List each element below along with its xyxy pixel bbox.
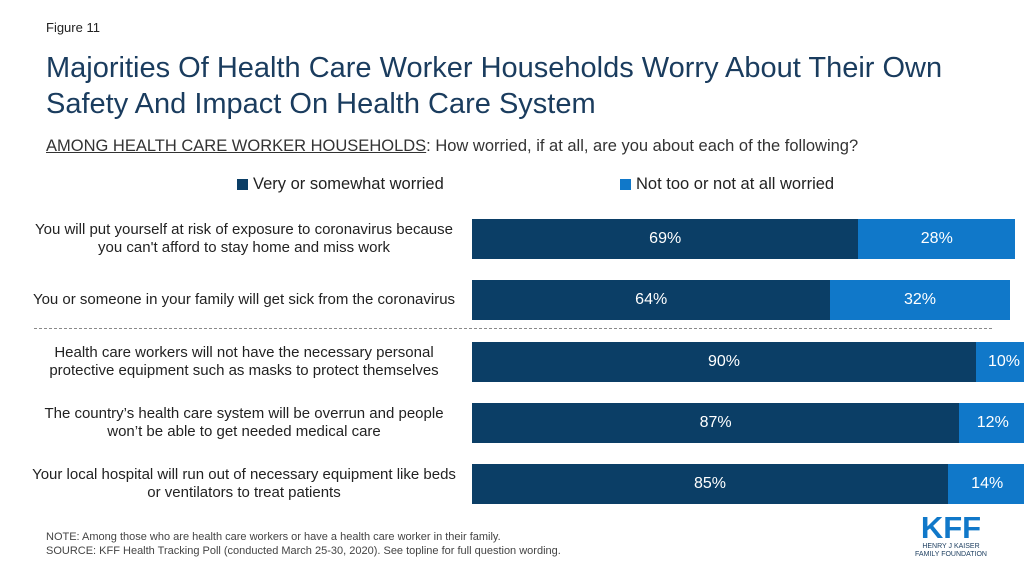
category-label: Your local hospital will run out of nece… <box>32 465 456 502</box>
legend-label-very-worried: Very or somewhat worried <box>253 175 444 193</box>
section-divider <box>34 328 992 329</box>
note-text: NOTE: Among those who are health care wo… <box>46 531 501 543</box>
data-label: 10% <box>987 353 1021 370</box>
legend-swatch-not-worried <box>620 179 631 190</box>
bar-very-worried: 69% <box>472 219 859 259</box>
bar-very-worried: 87% <box>472 403 960 443</box>
legend-label-not-worried: Not too or not at all worried <box>636 175 835 193</box>
bar-very-worried: 90% <box>472 342 976 382</box>
chart-footnote: NOTE: Among those who are health care wo… <box>46 530 561 558</box>
logo-wordmark: KFF <box>921 510 981 545</box>
legend-swatch-very-worried <box>237 179 248 190</box>
bar-not-worried: 32% <box>830 280 1010 320</box>
bar-very-worried: 85% <box>472 464 948 504</box>
data-label: 28% <box>920 230 953 247</box>
logo-line-1: HENRY J KAISER <box>922 543 979 550</box>
legend-item-very-worried: Very or somewhat worried <box>237 175 444 194</box>
logo-line-2: FAMILY FOUNDATION <box>915 551 987 558</box>
data-label: 32% <box>903 291 936 308</box>
data-label: 85% <box>693 475 727 492</box>
data-label: 12% <box>976 414 1009 431</box>
kff-logo: KFF HENRY J KAISER FAMILY FOUNDATION <box>915 510 987 558</box>
data-label: 69% <box>649 230 682 247</box>
bar-very-worried: 64% <box>472 280 831 320</box>
chart-title: Majorities Of Health Care Worker Househo… <box>46 52 943 120</box>
category-label: Health care workers will not have the ne… <box>49 343 439 380</box>
subtitle-population: AMONG HEALTH CARE WORKER HOUSEHOLDS <box>46 137 427 155</box>
bar-not-worried: 12% <box>959 403 1024 443</box>
bar-not-worried: 10% <box>976 342 1024 382</box>
data-label: 14% <box>971 475 1004 492</box>
data-label: 87% <box>699 414 732 431</box>
category-label: The country’s health care system will be… <box>44 404 444 441</box>
bar-not-worried: 14% <box>948 464 1024 504</box>
data-label: 90% <box>707 353 741 370</box>
subtitle-question: : How worried, if at all, are you about … <box>426 137 859 155</box>
bar-not-worried: 28% <box>858 219 1016 259</box>
chart-legend: Very or somewhat worried Not too or not … <box>0 175 1024 195</box>
figure-label: Figure 11 <box>46 20 100 35</box>
source-text: SOURCE: KFF Health Tracking Poll (conduc… <box>46 545 561 557</box>
category-label: You will put yourself at risk of exposur… <box>34 220 453 257</box>
category-label: You or someone in your family will get s… <box>32 290 456 308</box>
chart-subtitle: AMONG HEALTH CARE WORKER HOUSEHOLDS: How… <box>46 137 858 156</box>
legend-item-not-worried: Not too or not at all worried <box>620 175 834 194</box>
data-label: 64% <box>635 291 668 308</box>
